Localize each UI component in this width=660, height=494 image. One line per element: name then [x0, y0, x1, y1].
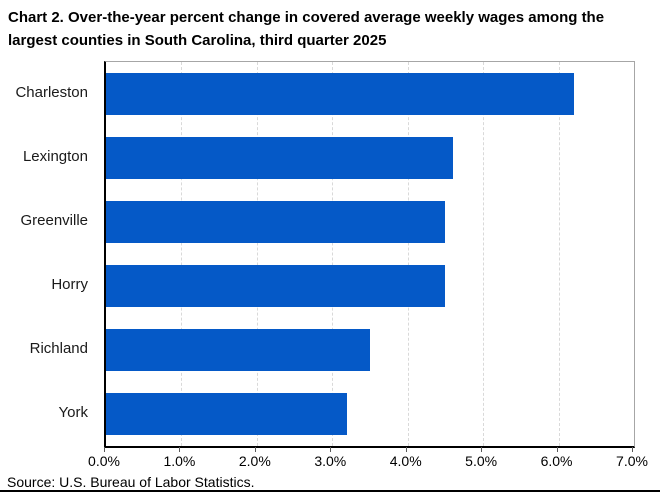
bottom-divider: [0, 490, 660, 492]
bar-horry: [106, 265, 446, 307]
plot-area: [104, 61, 635, 448]
axis-tick: [179, 447, 181, 452]
gridline: [332, 62, 334, 446]
category-label: Richland: [29, 340, 88, 357]
category-label: Greenville: [20, 212, 88, 229]
gridline: [181, 62, 183, 446]
category-label: Horry: [51, 276, 88, 293]
x-tick-label: 1.0%: [163, 453, 196, 469]
bar-greenville: [106, 201, 446, 243]
axis-tick: [405, 447, 407, 452]
x-tick-label: 0.0%: [88, 453, 120, 469]
x-tick-label: 5.0%: [465, 453, 498, 469]
category-label: York: [58, 404, 88, 421]
x-tick-label: 2.0%: [238, 453, 271, 469]
x-tick-label: 3.0%: [314, 453, 347, 469]
gridline: [256, 62, 258, 446]
bar-charleston: [106, 73, 574, 115]
chart-title: Chart 2. Over-the-year percent change in…: [8, 9, 605, 49]
axis-tick: [330, 447, 332, 452]
source-note: Source: U.S. Bureau of Labor Statistics.: [7, 474, 255, 490]
axis-tick: [104, 447, 105, 452]
bar-lexington: [106, 137, 453, 179]
category-label: Charleston: [15, 84, 88, 101]
gridline: [483, 62, 485, 446]
x-tick-label: 4.0%: [389, 453, 422, 469]
gridline: [558, 62, 560, 446]
bar-york: [106, 393, 348, 435]
category-label: Lexington: [22, 148, 88, 165]
axis-tick: [481, 447, 483, 452]
bar-richland: [106, 329, 370, 371]
x-tick-label: 7.0%: [616, 453, 648, 469]
gridline: [407, 62, 409, 446]
axis-tick: [254, 447, 256, 452]
axis-tick: [556, 447, 558, 452]
x-tick-label: 6.0%: [540, 453, 573, 469]
axis-tick: [632, 447, 633, 452]
